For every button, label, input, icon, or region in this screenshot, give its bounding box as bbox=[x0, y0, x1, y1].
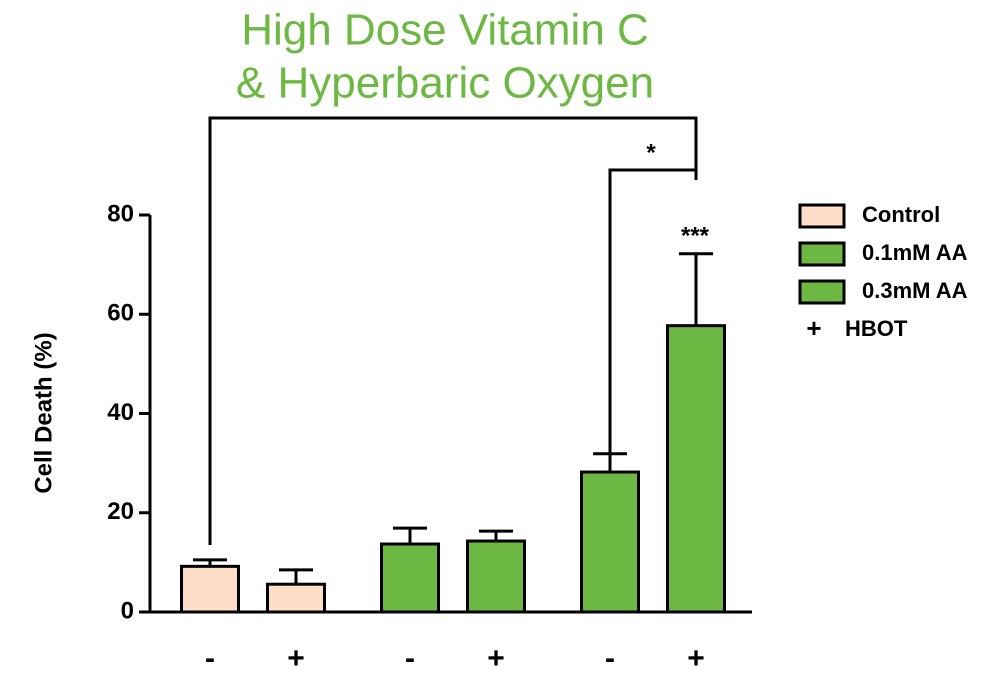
x-tick-label: + bbox=[287, 642, 305, 675]
significance-brackets bbox=[208, 116, 698, 545]
bar bbox=[580, 470, 640, 614]
y-tick-label: 20 bbox=[107, 498, 134, 525]
legend-label: 0.3mM AA bbox=[862, 278, 968, 303]
bracket bbox=[208, 116, 698, 545]
y-tick-label: 80 bbox=[107, 200, 134, 227]
y-tick-label: 60 bbox=[107, 300, 134, 327]
legend-label: Control bbox=[862, 202, 940, 227]
legend-symbol: + bbox=[806, 313, 821, 343]
bar bbox=[666, 324, 726, 614]
x-tick-label: + bbox=[487, 642, 505, 675]
chart-title: High Dose Vitamin C bbox=[241, 6, 649, 55]
x-tick-label: + bbox=[687, 642, 705, 675]
bar bbox=[466, 539, 526, 614]
x-tick-label: - bbox=[605, 642, 615, 675]
bar bbox=[180, 564, 240, 614]
x-tick-label: - bbox=[405, 642, 415, 675]
bar bbox=[266, 582, 326, 614]
legend-label: HBOT bbox=[845, 316, 908, 341]
bar bbox=[380, 542, 440, 614]
y-tick-label: 40 bbox=[107, 399, 134, 426]
y-tick-label: 0 bbox=[121, 597, 134, 624]
legend-swatch bbox=[798, 203, 846, 229]
legend-swatch bbox=[798, 279, 846, 305]
chart-title: & Hyperbaric Oxygen bbox=[236, 59, 654, 108]
legend-label: 0.1mM AA bbox=[862, 240, 968, 265]
y-axis-label: Cell Death (%) bbox=[30, 332, 57, 493]
legend-swatch bbox=[798, 241, 846, 267]
annotation: *** bbox=[681, 222, 710, 249]
bracket bbox=[608, 168, 696, 458]
annotation: * bbox=[646, 139, 656, 166]
x-tick-label: - bbox=[205, 642, 215, 675]
